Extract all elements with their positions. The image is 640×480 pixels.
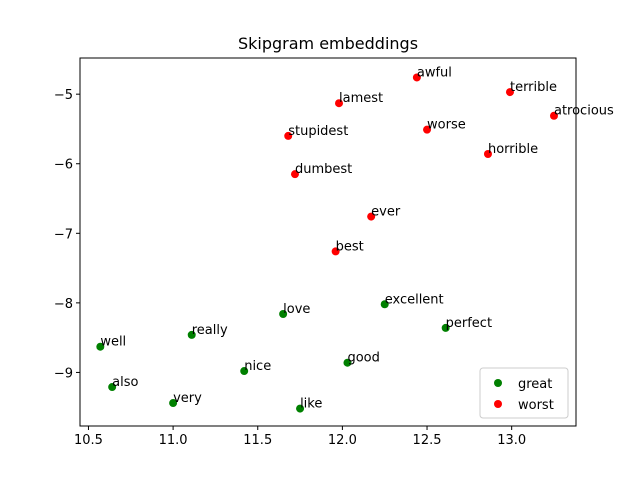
data-point-perfect: [441, 323, 450, 332]
point-label-love: love: [283, 302, 310, 317]
x-axis: 10.5 11.0 11.5 12.0 12.5 13.0: [74, 426, 526, 448]
point-label-lamest: lamest: [339, 91, 383, 106]
y-tick-label: −5: [54, 88, 73, 103]
data-point-atrocious: [549, 111, 558, 120]
point-label-horrible: horrible: [488, 142, 538, 157]
data-point-dumbest: [290, 170, 299, 179]
data-point-very: [169, 399, 178, 408]
data-point-good: [343, 358, 352, 367]
y-axis: −9 −8 −7 −6 −5: [54, 88, 80, 381]
x-tick-label: 12.0: [328, 433, 357, 448]
legend-box: [479, 367, 569, 419]
y-tick-label: −9: [54, 366, 73, 381]
point-label-like: like: [300, 397, 322, 412]
y-tick-label: −8: [54, 297, 73, 312]
x-tick-label: 11.0: [159, 433, 188, 448]
legend: great worst: [479, 367, 569, 419]
point-label-really: really: [192, 323, 228, 338]
legend-label-great: great: [518, 377, 552, 392]
y-tick-label: −7: [54, 227, 73, 242]
data-point-really: [187, 330, 196, 339]
point-label-also: also: [112, 375, 138, 390]
legend-label-worst: worst: [518, 398, 554, 413]
point-label-atrocious: atrocious: [554, 104, 614, 119]
point-label-nice: nice: [244, 359, 271, 374]
point-label-best: best: [336, 239, 364, 254]
data-point-terrible: [505, 88, 514, 97]
point-label-dumbest: dumbest: [295, 162, 352, 177]
data-point-horrible: [483, 150, 492, 158]
plot-area-frame: [79, 57, 577, 427]
legend-marker-worst: [494, 400, 502, 408]
data-point-love: [279, 310, 288, 318]
point-label-stupidest: stupidest: [288, 124, 348, 139]
point-label-ever: ever: [371, 205, 401, 220]
chart-title: Skipgram embeddings: [238, 34, 418, 53]
point-label-awful: awful: [417, 65, 452, 80]
point-label-very: very: [173, 391, 202, 406]
point-label-perfect: perfect: [446, 316, 492, 331]
x-tick-label: 12.5: [413, 433, 442, 448]
data-point-also: [108, 383, 117, 392]
x-tick-label: 13.0: [497, 433, 526, 448]
legend-marker-great: [494, 379, 502, 387]
data-point-awful: [412, 73, 421, 82]
point-label-worse: worse: [427, 118, 466, 133]
data-point-best: [331, 247, 340, 256]
data-point-excellent: [380, 300, 389, 309]
data-point-well: [96, 342, 105, 351]
data-point-ever: [367, 212, 376, 221]
point-label-excellent: excellent: [385, 292, 444, 307]
data-point-like: [296, 404, 305, 413]
y-tick-label: −6: [54, 158, 73, 173]
x-tick-label: 10.5: [74, 433, 103, 448]
data-point-nice: [240, 367, 249, 376]
point-label-good: good: [347, 351, 379, 366]
x-tick-label: 11.5: [243, 433, 272, 448]
point-label-well: well: [100, 335, 126, 350]
data-point-worse: [423, 125, 432, 134]
data-point-stupidest: [284, 131, 293, 140]
point-label-terrible: terrible: [510, 80, 557, 95]
data-point-lamest: [335, 99, 344, 108]
